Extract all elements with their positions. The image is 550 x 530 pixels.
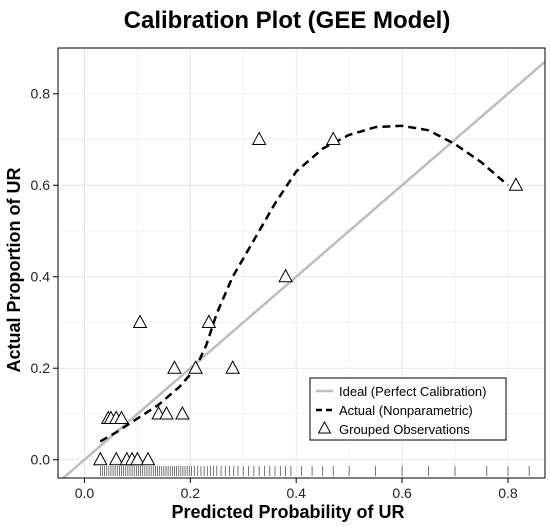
legend-actual-label: Actual (Nonparametric)	[339, 403, 473, 418]
grouped-observation-marker	[167, 360, 182, 374]
x-tick-label: 0.0	[75, 485, 95, 501]
grouped-observation-marker	[140, 451, 156, 466]
chart-title: Calibration Plot (GEE Model)	[124, 7, 451, 34]
grouped-observation-marker	[225, 360, 241, 374]
x-axis-label: Predicted Probability of UR	[171, 502, 404, 522]
actual-curve	[99, 124, 509, 443]
legend-ideal-label: Ideal (Perfect Calibration)	[339, 384, 486, 399]
y-tick-label: 0.6	[31, 177, 51, 193]
ideal-line	[61, 60, 545, 478]
grouped-observation-marker	[251, 131, 267, 145]
ideal-line-layer	[61, 60, 545, 478]
plot-area	[61, 60, 545, 478]
grouped-observation-marker	[175, 405, 190, 420]
markers-layer	[93, 131, 524, 466]
grouped-observation-marker	[132, 314, 148, 328]
legend: Ideal (Perfect Calibration) Actual (Nonp…	[309, 377, 507, 441]
rug-layer	[99, 466, 530, 476]
actual-curve-layer	[99, 124, 509, 443]
grouped-observation-marker	[325, 131, 341, 145]
grouped-observation-marker	[278, 268, 293, 283]
y-tick-label: 0.2	[31, 360, 51, 376]
grouped-observation-marker	[114, 410, 129, 425]
x-tick-label: 0.2	[181, 485, 201, 501]
x-tick-label: 0.8	[498, 485, 518, 501]
legend-markers-label: Grouped Observations	[339, 422, 470, 437]
x-tick-label: 0.4	[286, 485, 306, 501]
legend-triangle-marker	[317, 420, 332, 434]
y-axis-label: Actual Proportion of UR	[4, 168, 24, 373]
y-tick-label: 0.0	[31, 452, 51, 468]
x-axis-ticks: 0.0 0.2 0.4 0.6 0.8	[75, 478, 518, 501]
grouped-observation-marker	[93, 451, 108, 466]
grouped-observation-marker	[201, 314, 217, 328]
x-tick-label: 0.6	[392, 485, 412, 501]
grouped-observation-marker	[130, 451, 145, 466]
grouped-observation-marker	[159, 405, 174, 420]
grouped-observation-marker	[188, 360, 203, 374]
plot-border	[57, 47, 546, 479]
legend-box	[309, 377, 507, 441]
y-tick-label: 0.4	[31, 269, 51, 285]
y-tick-label: 0.8	[31, 86, 51, 102]
grouped-observation-marker	[508, 177, 524, 191]
y-axis-ticks: 0.0 0.2 0.4 0.6 0.8	[31, 86, 58, 468]
grouped-observation-marker	[108, 451, 124, 466]
